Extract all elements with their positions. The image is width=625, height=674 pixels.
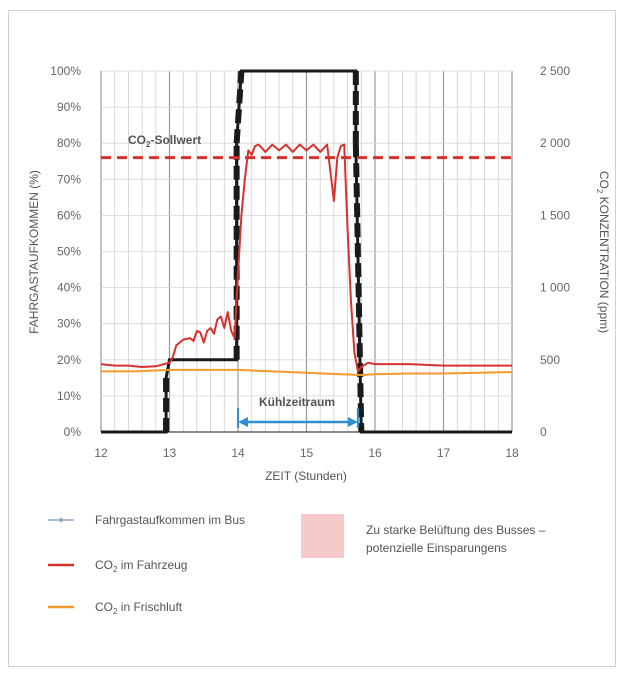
y-left-tick-label: 60% bbox=[57, 208, 81, 222]
y-right-tick-label: 2 000 bbox=[540, 136, 570, 150]
legend-item-passengers: Fahrgastaufkommen im Bus bbox=[48, 513, 245, 527]
setpoint-label: CO2-Sollwert bbox=[128, 133, 201, 149]
legend-item-overventilation: Zu starke Belüftung des Busses – potenzi… bbox=[301, 514, 546, 558]
y-left-tick-label: 90% bbox=[57, 100, 81, 114]
cooling-period-label: Kühlzeitraum bbox=[259, 395, 335, 409]
legend-item-co2-vehicle: CO2 im Fahrzeug bbox=[48, 558, 187, 574]
legend-label-overventilation-line2: potenzielle Einsparungens bbox=[366, 541, 507, 555]
y-right-axis-title: CO2 KONZENTRATION (ppm) bbox=[595, 171, 611, 333]
y-left-tick-label: 20% bbox=[57, 353, 81, 367]
x-tick-label: 15 bbox=[300, 446, 314, 460]
y-left-tick-label: 100% bbox=[50, 64, 81, 78]
x-tick-label: 14 bbox=[231, 446, 245, 460]
y-left-tick-label: 50% bbox=[57, 245, 81, 259]
series-lines bbox=[100, 69, 513, 434]
series-line-co2-vehicle bbox=[100, 143, 512, 373]
legend-label-co2-vehicle: CO2 im Fahrzeug bbox=[95, 558, 187, 574]
cooling-arrow-right-head bbox=[347, 417, 358, 427]
legend-label-passengers: Fahrgastaufkommen im Bus bbox=[95, 513, 245, 527]
x-tick-label: 12 bbox=[94, 446, 108, 460]
y-right-tick-label: 0 bbox=[540, 425, 547, 439]
legend-label-overventilation-line1: Zu starke Belüftung des Busses – bbox=[366, 523, 546, 537]
y-left-tick-label: 80% bbox=[57, 136, 81, 150]
annotations bbox=[101, 156, 512, 428]
y-right-tick-label: 500 bbox=[540, 353, 560, 367]
grid bbox=[100, 70, 513, 433]
legend-item-co2-fresh: CO2 in Frischluft bbox=[48, 600, 183, 616]
series-line-co2-fresh bbox=[101, 368, 513, 376]
y-left-tick-label: 40% bbox=[57, 281, 81, 295]
y-right-tick-label: 2 500 bbox=[540, 64, 570, 78]
y-left-axis-title: FAHRGASTAUFKOMMEN (%) bbox=[27, 170, 41, 334]
y-right-tick-label: 1 000 bbox=[540, 281, 570, 295]
series-line-passengers bbox=[101, 69, 512, 434]
cooling-arrow-left-head bbox=[238, 417, 248, 427]
y-right-tick-label: 1 500 bbox=[540, 208, 570, 222]
x-tick-label: 16 bbox=[368, 446, 382, 460]
x-tick-label: 13 bbox=[163, 446, 177, 460]
y-left-tick-label: 10% bbox=[57, 389, 81, 403]
series-line-passengers-step bbox=[233, 70, 245, 144]
series-line-passengers-step bbox=[352, 143, 365, 433]
legend-swatch-overventilation bbox=[301, 514, 344, 558]
legend: Fahrgastaufkommen im Bus CO2 im Fahrzeug… bbox=[48, 513, 546, 616]
x-tick-label: 17 bbox=[437, 446, 451, 460]
x-axis-title: ZEIT (Stunden) bbox=[265, 469, 347, 483]
legend-label-co2-fresh: CO2 in Frischluft bbox=[95, 600, 183, 616]
y-left-tick-label: 0% bbox=[64, 425, 82, 439]
y-left-tick-label: 70% bbox=[57, 172, 81, 186]
x-tick-label: 18 bbox=[505, 446, 519, 460]
y-left-tick-label: 30% bbox=[57, 317, 81, 331]
tick-labels: 12 13 14 15 16 17 18 0% 10% 20% 30% 40% 50% 60% 70% 80%… bbox=[50, 64, 570, 460]
